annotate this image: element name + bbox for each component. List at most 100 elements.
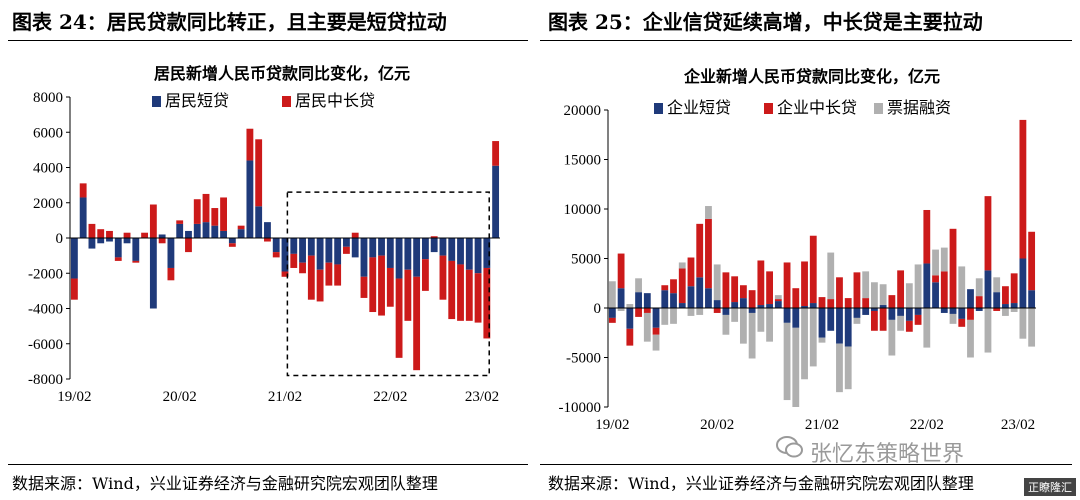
bar-s2-39 bbox=[413, 276, 421, 371]
bar-s3-14 bbox=[731, 308, 739, 322]
y-tick-label: 10000 bbox=[564, 202, 602, 218]
bar-s3-47 bbox=[1019, 308, 1027, 339]
bar-s1-48 bbox=[492, 165, 500, 238]
bar-s2-39 bbox=[949, 228, 957, 308]
legend-swatch-1 bbox=[654, 103, 663, 114]
bar-s3-27 bbox=[844, 346, 852, 390]
bar-s2-11 bbox=[705, 218, 712, 289]
bar-s2-44 bbox=[993, 308, 1001, 311]
bar-s3-9 bbox=[687, 308, 695, 316]
bar-s2-6 bbox=[123, 232, 131, 238]
bar-s2-37 bbox=[395, 278, 403, 358]
bar-s2-8 bbox=[141, 232, 149, 238]
bar-s1-15 bbox=[739, 298, 747, 308]
bar-s1-34 bbox=[369, 238, 377, 258]
bar-s2-3 bbox=[97, 229, 105, 238]
bar-s2-22 bbox=[801, 261, 808, 307]
bar-s2-10 bbox=[158, 238, 166, 244]
bar-s1-47 bbox=[1019, 258, 1027, 308]
bar-s1-37 bbox=[395, 238, 403, 279]
bar-s1-22 bbox=[801, 306, 808, 308]
bar-s3-19 bbox=[774, 295, 782, 300]
bar-s1-32 bbox=[351, 238, 359, 258]
bar-s2-32 bbox=[351, 232, 359, 238]
bar-s2-4 bbox=[106, 230, 113, 238]
bar-s2-12 bbox=[713, 308, 721, 313]
bar-s2-2 bbox=[626, 328, 634, 346]
bar-s2-33 bbox=[897, 270, 905, 308]
bar-s2-14 bbox=[193, 199, 201, 224]
bar-s2-1 bbox=[79, 183, 87, 198]
bar-s1-38 bbox=[404, 238, 412, 270]
bar-s3-22 bbox=[801, 308, 808, 380]
bar-s2-31 bbox=[343, 246, 350, 254]
bar-s3-1 bbox=[617, 308, 625, 311]
right-source-note: 数据来源：Wind，兴业证券经济与金融研究院宏观团队整理 bbox=[548, 474, 974, 493]
x-tick-label-0: 19/02 bbox=[595, 417, 629, 433]
bar-s1-45 bbox=[465, 238, 473, 270]
bar-s1-31 bbox=[879, 305, 887, 308]
bar-s2-16 bbox=[211, 208, 219, 226]
bar-s1-36 bbox=[386, 238, 394, 268]
bar-s2-21 bbox=[792, 288, 800, 308]
bar-s3-20 bbox=[783, 322, 791, 401]
bar-s1-0 bbox=[70, 238, 78, 279]
bar-s2-35 bbox=[914, 314, 922, 325]
bar-s2-10 bbox=[696, 223, 704, 278]
bar-s1-42 bbox=[975, 308, 983, 311]
bar-s2-47 bbox=[1019, 119, 1027, 259]
bar-s2-21 bbox=[255, 139, 263, 207]
bar-s2-45 bbox=[1002, 286, 1009, 305]
x-tick-label-2: 21/02 bbox=[268, 389, 302, 405]
bar-s2-23 bbox=[272, 252, 280, 258]
bar-s1-13 bbox=[185, 230, 192, 238]
bar-s1-33 bbox=[360, 238, 368, 277]
bar-s2-23 bbox=[809, 235, 817, 304]
bar-s3-40 bbox=[958, 266, 966, 308]
bar-s1-5 bbox=[114, 238, 122, 258]
bar-s1-29 bbox=[325, 238, 333, 263]
x-tick-label-4: 23/02 bbox=[465, 389, 499, 405]
bar-s3-6 bbox=[661, 308, 669, 325]
left-panel-title: 图表 24：居民贷款同比转正，且主要是短贷拉动 bbox=[12, 10, 447, 34]
y-tick-label: -6000 bbox=[28, 337, 63, 353]
bar-s1-27 bbox=[307, 238, 315, 256]
bar-s3-3 bbox=[635, 278, 642, 293]
y-tick-label: 8000 bbox=[33, 90, 63, 106]
bar-s2-7 bbox=[670, 279, 677, 294]
bar-s2-5 bbox=[652, 327, 660, 335]
bar-s2-13 bbox=[185, 238, 192, 253]
bar-s1-14 bbox=[193, 223, 201, 238]
bar-s1-28 bbox=[316, 238, 324, 270]
y-tick-label: 4000 bbox=[33, 161, 63, 177]
bar-s2-42 bbox=[439, 255, 447, 300]
bar-s2-19 bbox=[774, 299, 782, 302]
bar-s3-31 bbox=[879, 284, 887, 306]
bar-s3-29 bbox=[862, 271, 870, 299]
bar-s1-30 bbox=[334, 238, 342, 265]
bar-s2-43 bbox=[448, 260, 456, 320]
bar-s1-12 bbox=[176, 223, 184, 238]
legend-label-1: 企业短贷 bbox=[667, 99, 731, 117]
bar-s2-44 bbox=[457, 264, 464, 321]
bar-s3-48 bbox=[1028, 308, 1036, 347]
bar-s2-24 bbox=[281, 271, 289, 277]
bar-s1-19 bbox=[774, 301, 782, 308]
bar-s3-42 bbox=[975, 278, 983, 297]
top-rule-left bbox=[8, 40, 528, 41]
bar-s2-36 bbox=[923, 209, 931, 264]
bar-s2-33 bbox=[360, 276, 368, 298]
bar-s3-24 bbox=[818, 337, 826, 343]
bottom-rule-left bbox=[8, 464, 528, 465]
bar-s1-9 bbox=[149, 238, 157, 309]
bar-s2-14 bbox=[731, 276, 739, 303]
bar-s1-39 bbox=[413, 238, 421, 277]
bar-s2-45 bbox=[465, 269, 473, 321]
bar-s2-29 bbox=[325, 262, 333, 286]
watermark-text: 张忆东策略世界 bbox=[810, 442, 965, 467]
bar-s3-36 bbox=[923, 308, 931, 348]
bar-s1-28 bbox=[853, 308, 861, 318]
bar-s1-26 bbox=[836, 308, 843, 344]
bar-s1-21 bbox=[255, 206, 263, 238]
